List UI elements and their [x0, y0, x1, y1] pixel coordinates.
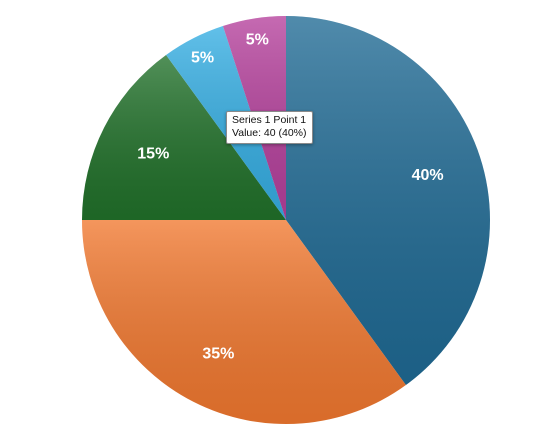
pie-slice-label-2: 35% — [202, 346, 234, 363]
pie-slice-label-5: 5% — [246, 32, 269, 49]
pie-slice-label-1: 40% — [412, 167, 444, 184]
tooltip-series-point: Series 1 Point 1 — [232, 114, 307, 126]
pie-slice-label-3: 15% — [137, 145, 169, 162]
tooltip-value: Value: 40 (40%) — [232, 127, 307, 139]
pie-slice-label-4: 5% — [191, 49, 214, 66]
chart-tooltip: Series 1 Point 1 Value: 40 (40%) — [226, 111, 313, 144]
